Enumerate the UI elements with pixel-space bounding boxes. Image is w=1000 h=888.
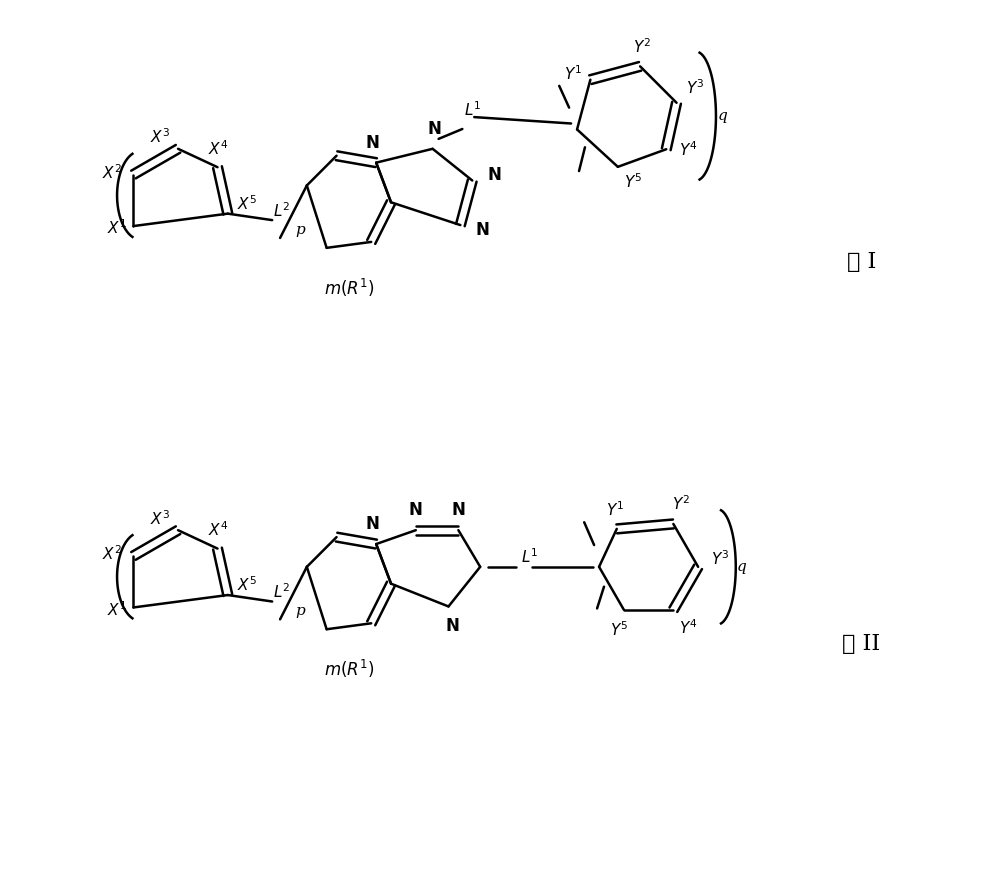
Text: $X^5$: $X^5$ bbox=[237, 575, 257, 594]
Text: $X^1$: $X^1$ bbox=[107, 600, 127, 619]
Text: $Y^5$: $Y^5$ bbox=[610, 620, 628, 638]
Text: p: p bbox=[295, 605, 305, 618]
Text: $Y^1$: $Y^1$ bbox=[564, 65, 583, 83]
Text: $X^5$: $X^5$ bbox=[237, 194, 257, 213]
Text: q: q bbox=[737, 559, 747, 574]
Text: $X^2$: $X^2$ bbox=[102, 544, 122, 563]
Text: p: p bbox=[295, 223, 305, 237]
Text: $X^4$: $X^4$ bbox=[208, 139, 229, 158]
Text: 式 I: 式 I bbox=[847, 250, 876, 273]
Text: $Y^2$: $Y^2$ bbox=[672, 495, 690, 513]
Text: $X^3$: $X^3$ bbox=[150, 509, 170, 527]
Text: $m(R^1)$: $m(R^1)$ bbox=[324, 658, 375, 680]
Text: N: N bbox=[365, 515, 379, 533]
Text: $Y^4$: $Y^4$ bbox=[679, 140, 697, 159]
Text: $X^3$: $X^3$ bbox=[150, 128, 170, 147]
Text: N: N bbox=[365, 134, 379, 152]
Text: $m(R^1)$: $m(R^1)$ bbox=[324, 276, 375, 298]
Text: $Y^2$: $Y^2$ bbox=[633, 37, 651, 56]
Text: $X^4$: $X^4$ bbox=[208, 520, 229, 539]
Text: $Y^3$: $Y^3$ bbox=[686, 78, 705, 98]
Text: N: N bbox=[487, 165, 501, 184]
Text: $X^2$: $X^2$ bbox=[102, 163, 122, 182]
Text: 式 II: 式 II bbox=[842, 633, 881, 655]
Text: N: N bbox=[446, 617, 459, 635]
Text: q: q bbox=[718, 109, 728, 123]
Text: $L^1$: $L^1$ bbox=[521, 548, 538, 567]
Text: $L^2$: $L^2$ bbox=[273, 583, 291, 601]
Text: $Y^5$: $Y^5$ bbox=[624, 172, 642, 191]
Text: N: N bbox=[451, 502, 465, 519]
Text: $L^2$: $L^2$ bbox=[273, 201, 291, 219]
Text: N: N bbox=[428, 120, 442, 138]
Text: $Y^1$: $Y^1$ bbox=[606, 501, 624, 519]
Text: $Y^3$: $Y^3$ bbox=[711, 550, 729, 568]
Text: N: N bbox=[475, 221, 489, 239]
Text: N: N bbox=[409, 502, 423, 519]
Text: $X^1$: $X^1$ bbox=[107, 218, 127, 237]
Text: $Y^4$: $Y^4$ bbox=[679, 618, 698, 637]
Text: $L^1$: $L^1$ bbox=[464, 99, 481, 118]
